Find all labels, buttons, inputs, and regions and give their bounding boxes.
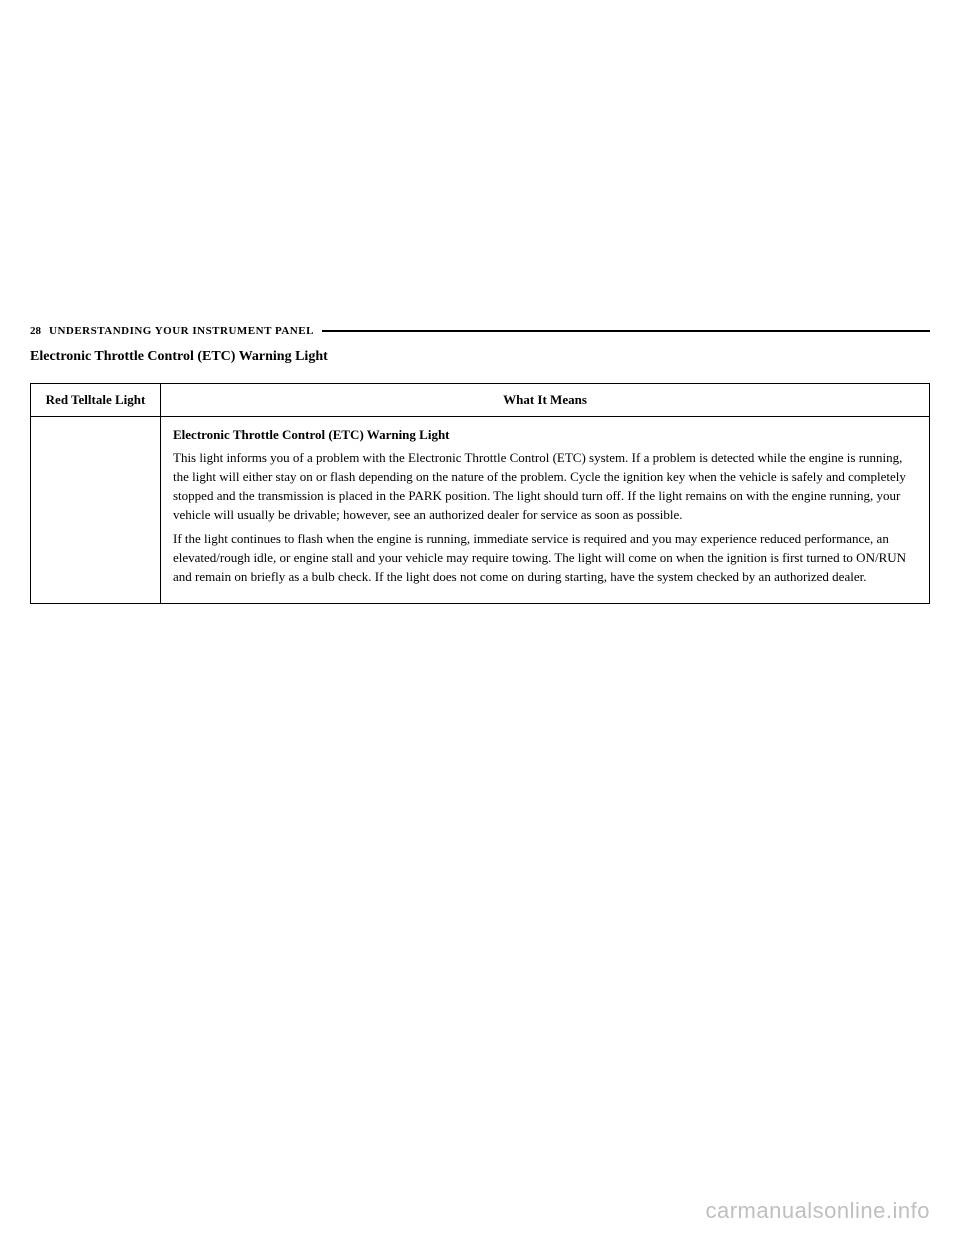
watermark-text: carmanualsonline.info: [705, 1198, 930, 1224]
cell-paragraph-1: This light informs you of a problem with…: [173, 449, 917, 524]
telltale-icon-cell: [31, 417, 161, 604]
table-row: Electronic Throttle Control (ETC) Warnin…: [31, 417, 930, 604]
page-header: 28 UNDERSTANDING YOUR INSTRUMENT PANEL: [30, 325, 930, 337]
cell-title: Electronic Throttle Control (ETC) Warnin…: [173, 427, 917, 443]
table-header-row: Red Telltale Light What It Means: [31, 384, 930, 417]
page-number: 28: [30, 325, 41, 337]
description-cell: Electronic Throttle Control (ETC) Warnin…: [161, 417, 930, 604]
cell-paragraph-2: If the light continues to flash when the…: [173, 530, 917, 587]
header-section-text: UNDERSTANDING YOUR INSTRUMENT PANEL: [49, 325, 314, 337]
header-rule: [322, 330, 930, 332]
table-header-right: What It Means: [161, 384, 930, 417]
page-content: 28 UNDERSTANDING YOUR INSTRUMENT PANEL E…: [0, 0, 960, 604]
warning-light-table: Red Telltale Light What It Means Electro…: [30, 383, 930, 604]
section-title: Electronic Throttle Control (ETC) Warnin…: [30, 349, 930, 365]
table-header-left: Red Telltale Light: [31, 384, 161, 417]
